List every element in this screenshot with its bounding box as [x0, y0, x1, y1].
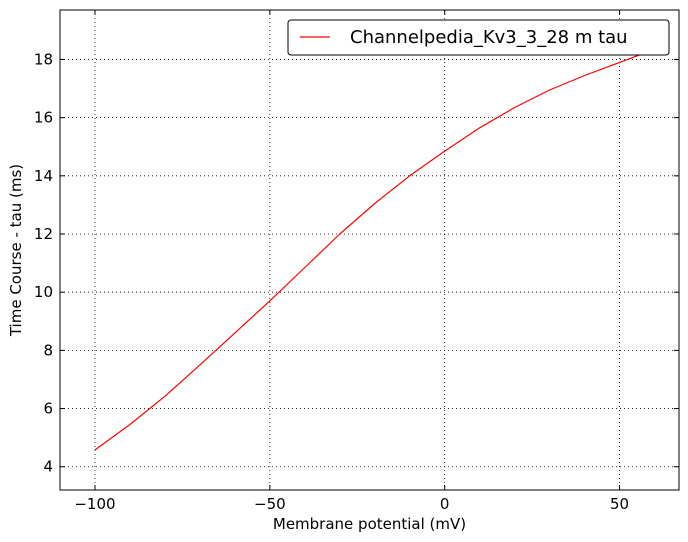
ticks: [60, 10, 679, 490]
legend: Channelpedia_Kv3_3_28 m tau: [287, 19, 670, 56]
series-line: [94, 48, 655, 451]
legend-label: Channelpedia_Kv3_3_28 m tau: [350, 27, 628, 48]
y-tick-label: 6: [43, 400, 53, 418]
legend-box: [287, 19, 670, 56]
y-axis-label: Time Course - tau (ms): [7, 164, 25, 337]
y-tick-label: 10: [34, 283, 53, 301]
x-tick-label: 0: [440, 495, 450, 513]
series-layer: [94, 48, 655, 451]
x-axis-label: Membrane potential (mV): [273, 515, 466, 533]
y-tick-label: 14: [34, 167, 53, 185]
x-tick-label: −100: [74, 495, 115, 513]
plot-frame: [59, 9, 680, 491]
y-tick-label: 4: [43, 458, 53, 476]
y-tick-label: 18: [34, 50, 53, 68]
y-tick-label: 16: [34, 109, 53, 127]
tick-labels: −100 −50 0 50 4 6 8 10 12 14 16 18: [34, 50, 629, 513]
gridlines: [60, 10, 679, 490]
y-tick-label: 8: [43, 341, 53, 359]
x-tick-label: 50: [610, 495, 629, 513]
y-tick-label: 12: [34, 225, 53, 243]
x-tick-label: −50: [254, 495, 286, 513]
